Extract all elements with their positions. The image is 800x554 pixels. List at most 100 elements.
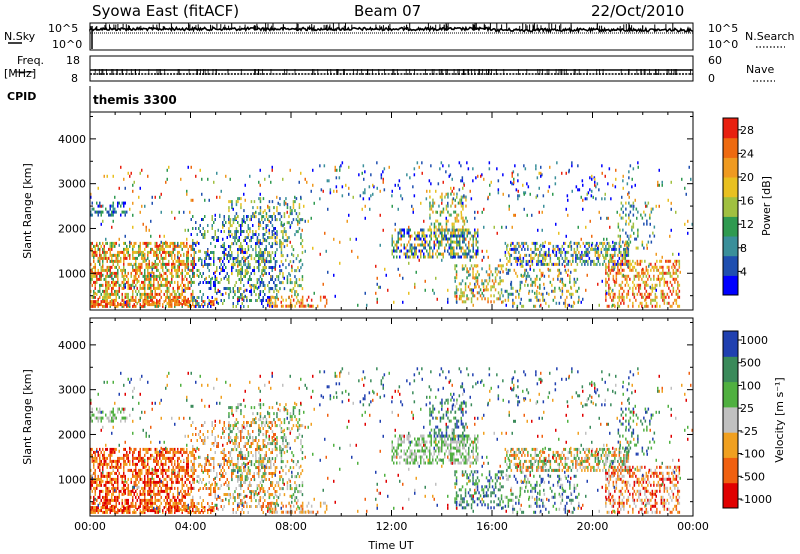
power-echo-cell	[298, 260, 301, 264]
power-echo-cell	[614, 250, 616, 254]
power-echo-cell	[177, 280, 179, 284]
power-echo-cell	[606, 241, 609, 245]
power-echo-cell	[196, 302, 198, 305]
power-echo-cell	[301, 218, 304, 222]
power-echo-cell	[616, 210, 618, 214]
power-echo-cell	[273, 304, 275, 308]
velocity-echo-cell	[135, 474, 137, 478]
power-echo-cell	[470, 297, 473, 301]
power-echo-cell	[418, 165, 420, 169]
power-echo-cell	[421, 234, 423, 238]
power-echo-cell	[561, 286, 564, 290]
velocity-echo-cell	[132, 501, 134, 505]
power-echo-cell	[436, 240, 438, 244]
power-echo-cell	[601, 197, 603, 201]
power-echo-cell	[108, 274, 110, 278]
power-echo-cell	[222, 302, 224, 305]
power-echo-cell	[103, 250, 105, 254]
power-echo-cell	[139, 244, 141, 248]
power-echo-cell	[576, 277, 579, 281]
power-echo-cell	[647, 277, 649, 281]
power-echo-cell	[135, 259, 137, 263]
power-echo-cell	[403, 243, 405, 247]
power-echo-cell	[276, 195, 278, 199]
power-echo-cell	[542, 241, 544, 245]
power-echo-cell	[271, 269, 273, 272]
power-echo-cell	[289, 260, 292, 264]
power-echo-cell	[168, 303, 170, 307]
power-echo-cell	[219, 281, 221, 284]
power-echo-cell	[659, 283, 661, 287]
power-echo-cell	[614, 259, 616, 263]
power-echo-cell	[678, 262, 681, 266]
power-echo-cell	[174, 292, 176, 296]
power-echo-cell	[142, 292, 144, 296]
power-echo-cell	[294, 304, 296, 308]
noise-tick-top-right: 10^5	[708, 22, 738, 35]
power-echo-cell	[100, 253, 102, 257]
power-echo-cell	[451, 246, 453, 250]
power-echo-cell	[300, 233, 302, 237]
power-echo-cell	[552, 192, 554, 196]
power-echo-cell	[555, 301, 558, 305]
power-echo-cell	[273, 227, 275, 230]
power-echo-cell	[415, 237, 417, 241]
power-echo-cell	[448, 252, 450, 256]
power-echo-cell	[250, 200, 253, 204]
power-echo-cell	[397, 246, 399, 250]
power-echo-cell	[414, 255, 416, 259]
power-echo-cell	[632, 292, 634, 296]
power-echo-cell	[572, 292, 574, 296]
power-echo-cell	[214, 233, 216, 236]
velocity-echo-cell	[108, 489, 110, 493]
power-echo-cell	[644, 292, 646, 296]
velocity-echo-cell	[127, 456, 129, 460]
power-echo-cell	[237, 257, 239, 260]
velocity-echo-cell	[96, 483, 98, 487]
power-echo-cell	[99, 271, 101, 275]
power-echo-cell	[103, 268, 105, 272]
velocity-echo-cell	[91, 483, 93, 487]
velocity-echo-cell	[96, 498, 98, 502]
power-echo-cell	[168, 262, 170, 266]
power-echo-cell	[124, 256, 126, 260]
power-echo-cell	[193, 296, 195, 299]
power-echo-cell	[427, 252, 429, 256]
power-echo-cell	[301, 239, 304, 243]
power-echo-cell	[118, 295, 120, 299]
velocity-echo-cell	[118, 471, 120, 475]
power-echo-cell	[438, 252, 440, 256]
power-echo-cell	[166, 295, 168, 299]
power-echo-cell	[100, 265, 102, 269]
power-echo-cell	[663, 301, 666, 305]
velocity-echo-cell	[115, 498, 117, 502]
power-echo-cell	[123, 277, 125, 281]
power-echo-cell	[418, 258, 420, 262]
power-echo-cell	[159, 250, 161, 254]
power-echo-cell	[674, 277, 676, 281]
power-echo-cell	[523, 207, 525, 211]
power-echo-cell	[172, 274, 174, 278]
power-echo-cell	[507, 268, 510, 272]
power-echo-cell	[540, 292, 543, 296]
power-echo-cell	[445, 234, 447, 238]
power-echo-cell	[268, 206, 271, 210]
power-echo-cell	[403, 252, 405, 256]
power-echo-cell	[261, 251, 263, 255]
power-echo-cell	[294, 200, 296, 204]
power-echo-cell	[657, 277, 660, 281]
power-echo-cell	[543, 253, 546, 257]
power-echo-cell	[488, 161, 491, 165]
power-echo-cell	[430, 207, 433, 211]
power-echo-cell	[539, 298, 541, 302]
power-echo-cell	[534, 253, 537, 257]
power-echo-cell	[654, 286, 657, 290]
velocity-echo-cell	[102, 495, 104, 499]
velocity-echo-cell	[108, 471, 110, 475]
power-echo-cell	[148, 292, 150, 296]
power-echo-cell	[91, 250, 93, 254]
power-echo-cell	[611, 247, 613, 251]
power-echo-cell	[306, 298, 308, 302]
power-echo-cell	[138, 250, 140, 254]
velocity-echo-cell	[123, 468, 125, 472]
